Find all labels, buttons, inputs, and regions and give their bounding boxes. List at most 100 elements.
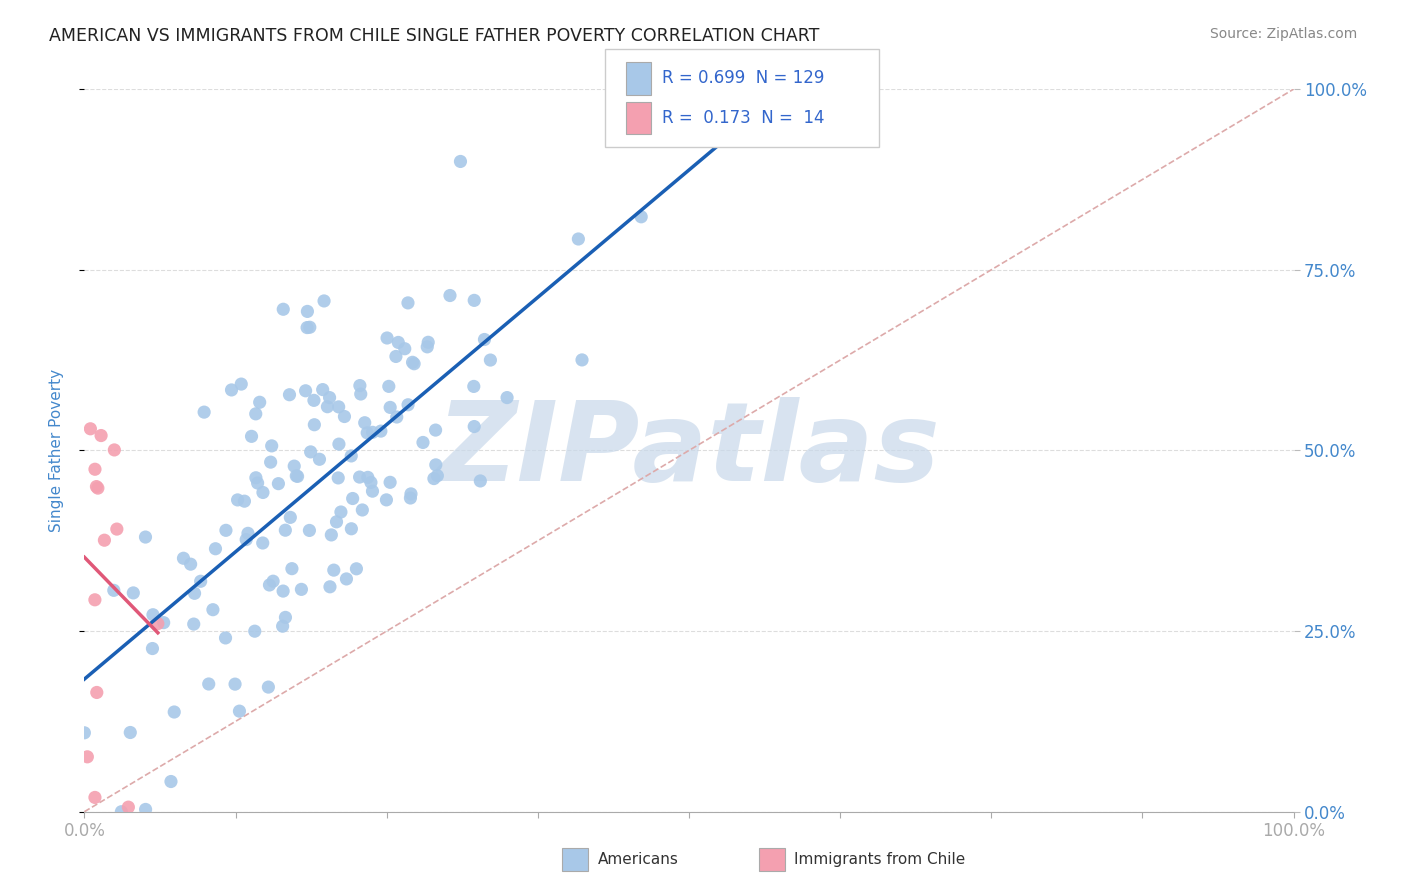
Point <box>183 586 205 600</box>
Point <box>76 749 98 764</box>
Point <box>197 677 219 691</box>
Point <box>352 503 374 517</box>
Point <box>312 383 335 397</box>
Point <box>571 352 593 367</box>
Point <box>360 475 382 490</box>
Point <box>318 391 340 405</box>
Point <box>103 442 125 457</box>
Point <box>245 471 267 485</box>
Point <box>295 320 318 334</box>
Point <box>163 705 186 719</box>
Point <box>285 469 308 483</box>
Text: ZIPatlas: ZIPatlas <box>437 397 941 504</box>
Point <box>193 405 215 419</box>
Point <box>262 574 284 589</box>
Point <box>425 423 447 437</box>
Point <box>90 428 112 442</box>
Point <box>240 429 263 443</box>
Point <box>470 474 492 488</box>
Text: AMERICAN VS IMMIGRANTS FROM CHILE SINGLE FATHER POVERTY CORRELATION CHART: AMERICAN VS IMMIGRANTS FROM CHILE SINGLE… <box>49 27 820 45</box>
Point <box>243 624 266 639</box>
Point <box>463 293 485 308</box>
Point <box>380 401 402 415</box>
Point <box>226 492 249 507</box>
Point <box>474 333 496 347</box>
Point <box>349 378 371 392</box>
Point <box>246 476 269 491</box>
Point <box>322 563 344 577</box>
Point <box>329 505 352 519</box>
Point <box>172 551 194 566</box>
Point <box>267 476 290 491</box>
Point <box>142 607 165 622</box>
Point <box>259 455 281 469</box>
Point <box>290 582 312 597</box>
Point <box>122 586 145 600</box>
Point <box>319 580 342 594</box>
Point <box>399 487 422 501</box>
Point <box>396 296 419 310</box>
Point <box>221 383 243 397</box>
Text: R = 0.699  N = 129: R = 0.699 N = 129 <box>662 70 824 87</box>
Point <box>412 435 434 450</box>
Point <box>278 510 301 524</box>
Point <box>394 342 416 356</box>
Point <box>399 491 422 505</box>
Point <box>401 355 423 369</box>
Point <box>235 533 257 547</box>
Point <box>316 400 339 414</box>
Point <box>120 725 142 739</box>
Point <box>321 528 343 542</box>
Point <box>385 350 408 364</box>
Point <box>361 484 384 499</box>
Point <box>418 335 440 350</box>
Point <box>86 480 108 494</box>
Point <box>349 470 371 484</box>
Point <box>496 391 519 405</box>
Point <box>328 471 350 485</box>
Point <box>183 617 205 632</box>
Text: Americans: Americans <box>598 853 679 867</box>
Point <box>117 800 139 814</box>
Point <box>271 584 294 599</box>
Point <box>84 790 107 805</box>
Point <box>201 603 224 617</box>
Point <box>479 353 502 368</box>
Point <box>325 515 347 529</box>
Point <box>299 445 322 459</box>
Point <box>378 475 401 490</box>
Point <box>342 491 364 506</box>
Point <box>630 210 652 224</box>
Point <box>356 425 378 440</box>
Point <box>396 398 419 412</box>
Point <box>298 320 321 334</box>
Point <box>416 340 439 354</box>
Point <box>231 377 253 392</box>
Point <box>260 439 283 453</box>
Point <box>426 468 449 483</box>
Point <box>103 583 125 598</box>
Point <box>215 524 238 538</box>
Point <box>249 395 271 409</box>
Point <box>335 572 357 586</box>
Point <box>404 357 426 371</box>
Text: Source: ZipAtlas.com: Source: ZipAtlas.com <box>1209 27 1357 41</box>
Point <box>252 485 274 500</box>
Point <box>297 304 319 318</box>
Point <box>567 232 589 246</box>
Point <box>180 557 202 571</box>
Point <box>375 492 398 507</box>
Point <box>93 533 115 548</box>
Point <box>271 302 294 317</box>
Point <box>245 407 267 421</box>
Point <box>152 615 174 630</box>
Point <box>224 677 246 691</box>
Point <box>134 530 156 544</box>
Point <box>375 331 398 345</box>
Point <box>105 522 128 536</box>
Point <box>84 462 107 476</box>
Point <box>146 616 169 631</box>
Point <box>283 459 305 474</box>
Point <box>346 562 368 576</box>
Point <box>340 522 363 536</box>
